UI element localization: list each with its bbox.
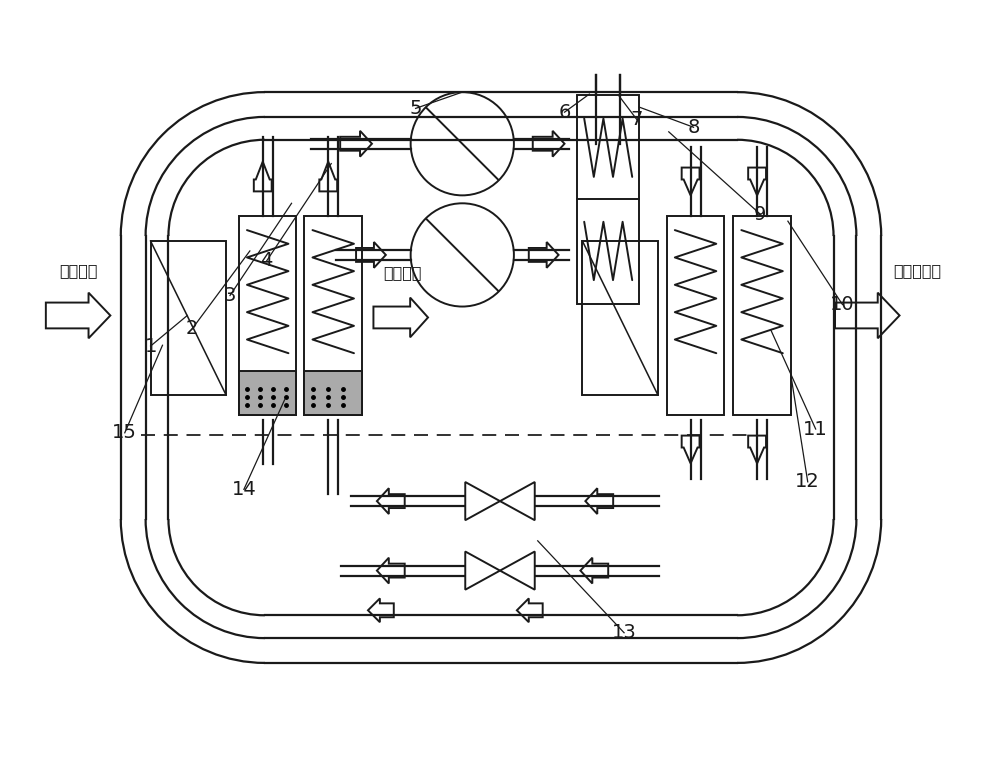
Text: 11: 11 [803,420,828,439]
Bar [304,371,362,415]
Text: 7: 7 [631,110,643,129]
Text: 8: 8 [687,118,700,137]
Text: 12: 12 [795,473,820,492]
Text: 4: 4 [261,252,273,271]
Text: 3: 3 [224,286,236,305]
Text: 15: 15 [112,423,137,442]
Text: 饱和空气: 饱和空气 [383,265,422,280]
Bar [582,241,658,395]
Bar [733,216,791,415]
Bar [577,95,639,303]
Text: 2: 2 [186,319,198,338]
Text: 9: 9 [754,204,766,223]
Text: 10: 10 [830,295,855,314]
Text: 5: 5 [409,99,422,118]
Bar [304,216,362,415]
Bar [151,241,226,395]
Bar [239,371,296,415]
Bar [667,216,724,415]
Text: 1: 1 [144,337,157,356]
Text: 14: 14 [232,480,256,499]
Text: 干燥热空气: 干燥热空气 [893,263,941,278]
Text: 湿热空气: 湿热空气 [59,263,97,278]
Text: 6: 6 [558,103,571,122]
Bar [239,216,296,415]
Text: 13: 13 [612,623,636,642]
